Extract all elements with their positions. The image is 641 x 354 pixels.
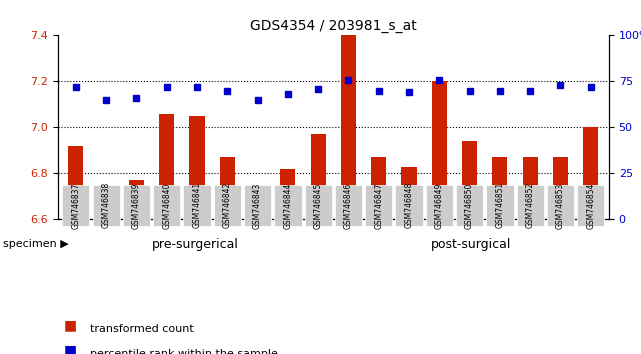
Bar (220, 157, 235, 219)
Bar (432, 81, 447, 219)
Text: GSM746852: GSM746852 (526, 182, 535, 228)
FancyBboxPatch shape (123, 185, 150, 226)
Bar (159, 114, 174, 219)
Text: GSM746837: GSM746837 (71, 182, 80, 229)
Text: pre-surgerical: pre-surgerical (152, 238, 239, 251)
Text: post-surgical: post-surgical (431, 238, 512, 251)
FancyBboxPatch shape (153, 185, 180, 226)
Bar (492, 157, 508, 219)
Title: GDS4354 / 203981_s_at: GDS4354 / 203981_s_at (250, 19, 417, 33)
FancyBboxPatch shape (517, 185, 544, 226)
FancyBboxPatch shape (395, 185, 422, 226)
Text: GSM746838: GSM746838 (102, 182, 111, 228)
Text: GSM746849: GSM746849 (435, 182, 444, 229)
Bar (280, 169, 296, 219)
FancyBboxPatch shape (577, 185, 604, 226)
Text: specimen ▶: specimen ▶ (3, 239, 69, 249)
FancyBboxPatch shape (304, 185, 332, 226)
Bar (69, 146, 83, 219)
Text: GSM746851: GSM746851 (495, 182, 504, 228)
Bar (583, 127, 598, 219)
Bar (129, 181, 144, 219)
Text: GSM746844: GSM746844 (283, 182, 292, 229)
Text: ■: ■ (64, 343, 77, 354)
Text: GSM746842: GSM746842 (223, 182, 232, 228)
FancyBboxPatch shape (456, 185, 483, 226)
Bar (401, 166, 417, 219)
Text: GSM746843: GSM746843 (253, 182, 262, 229)
FancyBboxPatch shape (365, 185, 392, 226)
FancyBboxPatch shape (274, 185, 301, 226)
Text: GSM746854: GSM746854 (587, 182, 595, 229)
Bar (250, 203, 265, 219)
FancyBboxPatch shape (213, 185, 241, 226)
FancyBboxPatch shape (62, 185, 90, 226)
FancyBboxPatch shape (335, 185, 362, 226)
Bar (522, 157, 538, 219)
Text: GSM746853: GSM746853 (556, 182, 565, 229)
Text: percentile rank within the sample: percentile rank within the sample (90, 349, 278, 354)
FancyBboxPatch shape (92, 185, 120, 226)
FancyBboxPatch shape (547, 185, 574, 226)
Text: GSM746845: GSM746845 (313, 182, 322, 229)
FancyBboxPatch shape (244, 185, 271, 226)
FancyBboxPatch shape (183, 185, 211, 226)
Bar (341, 35, 356, 219)
Bar (311, 135, 326, 219)
Bar (99, 189, 113, 219)
Text: GSM746846: GSM746846 (344, 182, 353, 229)
Text: ■: ■ (64, 318, 77, 332)
FancyBboxPatch shape (487, 185, 513, 226)
Bar (371, 157, 387, 219)
Bar (553, 157, 568, 219)
Text: transformed count: transformed count (90, 324, 194, 334)
Text: GSM746848: GSM746848 (404, 182, 413, 228)
Bar (190, 116, 204, 219)
Text: GSM746840: GSM746840 (162, 182, 171, 229)
Text: GSM746850: GSM746850 (465, 182, 474, 229)
FancyBboxPatch shape (426, 185, 453, 226)
Bar (462, 141, 477, 219)
Text: GSM746841: GSM746841 (192, 182, 201, 228)
Text: GSM746847: GSM746847 (374, 182, 383, 229)
Text: GSM746839: GSM746839 (132, 182, 141, 229)
